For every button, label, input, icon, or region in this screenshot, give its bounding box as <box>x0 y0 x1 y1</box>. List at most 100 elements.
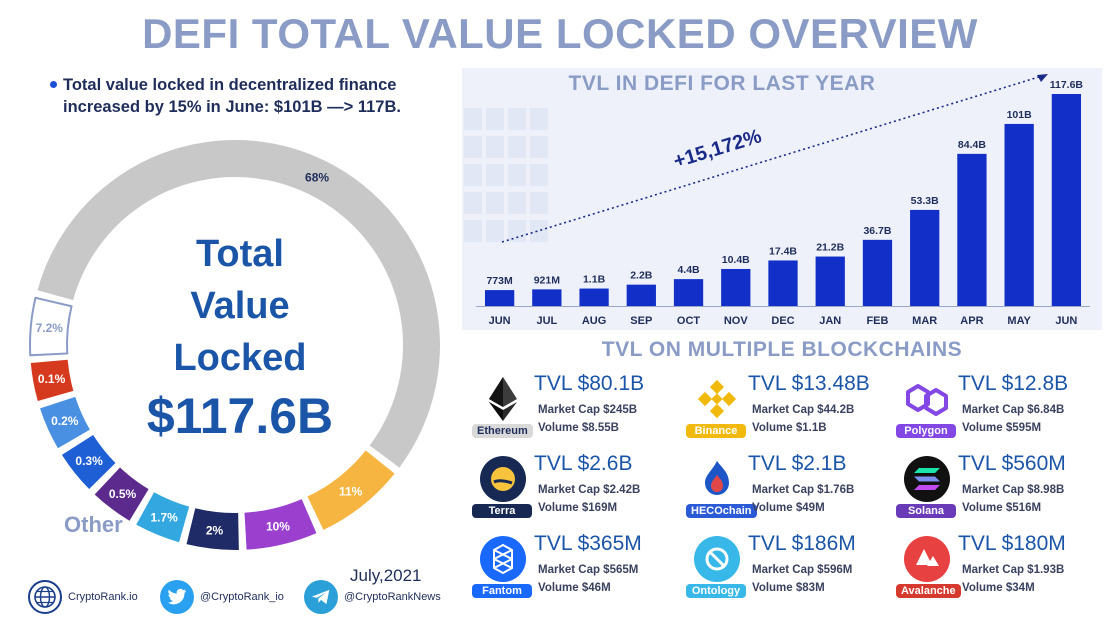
chain-market-cap: Market Cap $245B <box>538 404 638 416</box>
decor-block <box>508 220 526 242</box>
twitter-icon <box>160 580 194 614</box>
decor-block <box>530 108 548 130</box>
chain-volume: Volume $34M <box>962 582 1035 594</box>
bar <box>484 290 515 306</box>
social-website[interactable]: CryptoRank.io <box>28 580 138 614</box>
donut-segment <box>40 396 90 449</box>
chain-tvl: TVL $12.8B <box>958 372 1069 395</box>
decor-block <box>486 108 504 130</box>
donut-segment-label: 2% <box>206 523 224 537</box>
bar-value-label: 10.4B <box>722 254 750 266</box>
donut-center-line-3: Locked <box>173 337 307 379</box>
donut-segment-label: 0.2% <box>51 414 79 428</box>
x-tick-label: FEB <box>866 315 888 327</box>
decor-block <box>508 136 526 158</box>
bar-value-label: 1.1B <box>583 274 606 286</box>
chain-tag: Avalanche <box>896 584 961 598</box>
x-tick-label: SEP <box>630 315 652 327</box>
decor-block <box>530 164 548 186</box>
bar <box>673 279 704 306</box>
decor-block <box>530 192 548 214</box>
x-tick-label: JUL <box>536 315 557 327</box>
decor-block <box>486 220 504 242</box>
social-telegram-label: @CryptoRankNews <box>344 591 441 603</box>
bar-value-label: 53.3B <box>911 195 939 207</box>
decor-block <box>486 136 504 158</box>
donut-center: Total Value Locked $117.6B <box>110 228 370 446</box>
social-telegram[interactable]: @CryptoRankNews <box>304 580 441 614</box>
donut-segment-label: 68% <box>305 171 329 185</box>
chain-volume: Volume $169M <box>538 502 618 514</box>
bar-value-label: 921M <box>534 274 561 286</box>
chain-market-cap: Market Cap $8.98B <box>962 484 1065 496</box>
bar <box>910 209 940 306</box>
telegram-icon <box>304 580 338 614</box>
bar <box>579 288 609 306</box>
chain-card-solana: Solana TVL $560M Market Cap $8.98B Volum… <box>896 452 1106 528</box>
bar <box>768 260 798 306</box>
chain-market-cap: Market Cap $2.42B <box>538 484 641 496</box>
donut-segment <box>136 492 190 543</box>
bar-value-label: 101B <box>1007 109 1033 121</box>
tvl-bar-chart: +15,172% 773M JUN 921M JUL 1.1B AUG 2.2B SEP 4.4B… <box>464 74 1090 327</box>
decor-block <box>464 192 482 214</box>
chain-card-fantom: Fantom TVL $365M Market Cap $565M Volume… <box>472 532 682 608</box>
chain-tvl: TVL $2.1B <box>748 452 847 475</box>
avalanche-icon <box>904 536 950 582</box>
donut-segment <box>61 435 116 490</box>
chain-tvl: TVL $186M <box>748 532 856 555</box>
bar-value-label: 117.6B <box>1050 79 1084 91</box>
solana-icon <box>904 456 950 502</box>
summary-line-1: Total value locked in decentralized fina… <box>63 76 397 94</box>
globe-icon <box>28 580 62 614</box>
bar <box>626 284 656 306</box>
chain-tag: HECOchain <box>686 504 757 518</box>
bar-value-label: 36.7B <box>863 225 891 237</box>
donut-segment-label: 10% <box>266 519 290 533</box>
x-tick-label: MAY <box>1007 315 1031 327</box>
donut-segment <box>244 499 317 550</box>
chain-tvl: TVL $2.6B <box>534 452 633 475</box>
polygon-icon <box>904 376 950 422</box>
bar-value-label: 2.2B <box>630 270 653 282</box>
ontology-icon <box>694 536 740 582</box>
summary-text: Total value locked in decentralized fina… <box>50 74 430 118</box>
bar <box>815 256 845 306</box>
decor-block <box>530 220 548 242</box>
chain-tag: Terra <box>472 504 532 518</box>
decor-block <box>464 136 482 158</box>
terra-icon <box>480 456 526 502</box>
chain-volume: Volume $83M <box>752 582 825 594</box>
bar <box>1051 94 1082 306</box>
chain-market-cap: Market Cap $6.84B <box>962 404 1065 416</box>
other-label: Other <box>64 512 123 537</box>
bar <box>1004 123 1034 306</box>
donut-segment <box>30 359 74 401</box>
bar-value-label: 773M <box>486 275 513 287</box>
chain-volume: Volume $516M <box>962 502 1042 514</box>
bar <box>957 153 987 306</box>
donut-segment <box>37 140 440 468</box>
bar-value-label: 4.4B <box>677 264 700 276</box>
chain-tag: Ontology <box>686 584 746 598</box>
social-twitter[interactable]: @CryptoRank_io <box>160 580 284 614</box>
trend-arrowhead <box>1037 74 1048 82</box>
chain-tvl: TVL $365M <box>534 532 642 555</box>
decor-block <box>508 192 526 214</box>
market-share-donut: 68% 11% 10% 2% 1.7% 0.5% 0.3% 0.2% 0.1% 7.2% <box>29 140 440 550</box>
donut-segment-label: 1.7% <box>150 511 178 525</box>
chain-tvl: TVL $560M <box>958 452 1066 475</box>
donut-segment <box>29 296 73 357</box>
decor-block <box>464 220 482 242</box>
social-website-label: CryptoRank.io <box>68 591 138 603</box>
chain-tag: Polygon <box>896 424 956 438</box>
chain-tvl: TVL $180M <box>958 532 1066 555</box>
bullet-dot <box>50 81 57 88</box>
donut-center-line-1: Total <box>196 233 284 275</box>
donut-segment <box>186 508 239 550</box>
x-tick-label: AUG <box>582 315 606 327</box>
chain-card-ethereum: Ethereum TVL $80.1B Market Cap $245B Vol… <box>472 372 682 448</box>
chain-tvl: TVL $13.48B <box>748 372 870 395</box>
chain-market-cap: Market Cap $1.93B <box>962 564 1065 576</box>
